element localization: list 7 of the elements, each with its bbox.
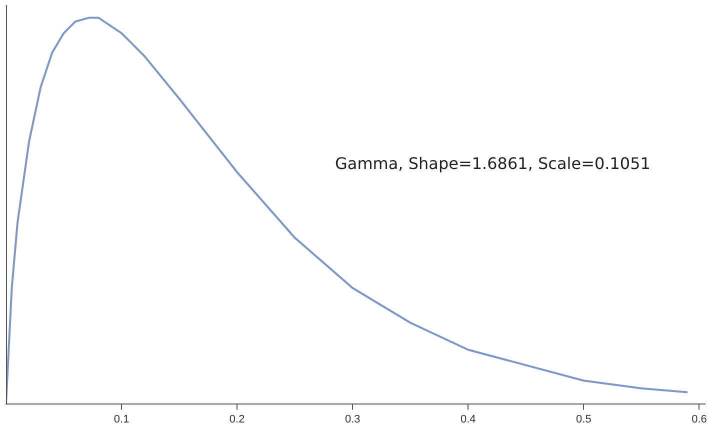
- annotation: Gamma, Shape=1.6861, Scale=0.1051: [335, 154, 650, 174]
- x-tick-label: 0.2: [229, 413, 245, 426]
- x-tick-label: 0.4: [460, 413, 476, 426]
- x-tick-label: 0.3: [344, 413, 360, 426]
- x-tick-label: 0.6: [692, 413, 707, 426]
- x-tick-label: 0.1: [114, 413, 130, 426]
- x-tick-label: 0.5: [576, 413, 592, 426]
